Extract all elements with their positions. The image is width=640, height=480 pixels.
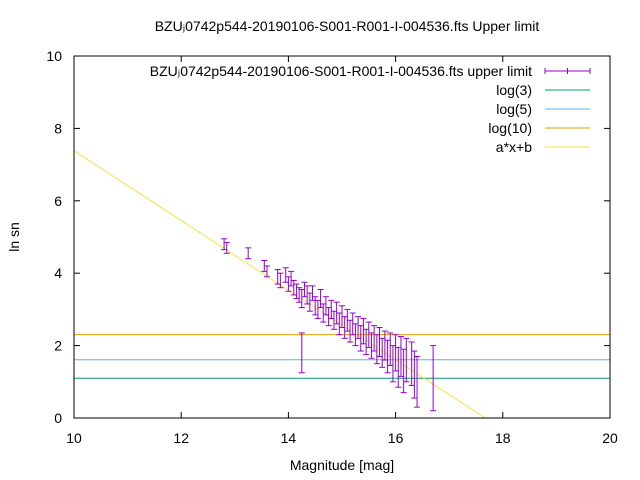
- data-point-27: [330, 310, 337, 330]
- data-point-15: [298, 332, 305, 374]
- data-point-37: [357, 325, 364, 352]
- legend-entry-4: log(10): [488, 120, 590, 136]
- data-point-42: [371, 325, 378, 352]
- axis-ticks: 10 12 14 16 18 20 0 2 4 6 8 10: [46, 48, 618, 446]
- data-point-10: [288, 270, 295, 287]
- data-point-43: [373, 334, 380, 365]
- x-axis-label: Magnitude [mag]: [290, 457, 394, 473]
- x-tick-label-5: 18: [495, 430, 511, 446]
- data-point-21: [314, 299, 321, 319]
- data-point-33: [347, 319, 354, 343]
- data-point-46: [381, 330, 388, 361]
- data-point-31: [341, 316, 348, 339]
- data-point-50: [392, 334, 399, 372]
- data-point-24: [322, 296, 329, 316]
- data-point-54: [403, 337, 410, 383]
- data-point-8: [282, 267, 289, 283]
- y-tick-label-4: 6: [54, 193, 62, 209]
- data-point-47: [384, 339, 391, 374]
- data-point-6: [274, 269, 281, 285]
- legend-label: log(3): [496, 82, 532, 98]
- x-tick-label-2: 12: [173, 430, 189, 446]
- x-tick-label-3: 14: [281, 430, 297, 446]
- legend-entry-5: a*x+b: [496, 139, 590, 155]
- data-point-12: [293, 283, 300, 300]
- data-point-25: [325, 307, 332, 327]
- y-axis-label: ln sn: [6, 222, 22, 252]
- y-tick-label-1: 0: [54, 410, 62, 426]
- data-point-14: [298, 288, 305, 309]
- data-point-36: [355, 316, 362, 339]
- data-point-48: [387, 332, 394, 367]
- data-point-53: [400, 348, 407, 394]
- x-tick-label-1: 10: [66, 430, 82, 446]
- legend-label: a*x+b: [496, 139, 532, 155]
- x-tick-label-6: 20: [602, 430, 618, 446]
- data-point-18: [306, 292, 313, 312]
- y-tick-label-5: 8: [54, 120, 62, 136]
- data-point-52: [397, 336, 404, 377]
- data-point-41: [368, 332, 375, 359]
- data-point-9: [285, 276, 292, 292]
- legend-entry-3: log(5): [496, 101, 590, 117]
- data-point-44: [376, 327, 383, 357]
- data-point-38: [360, 317, 367, 345]
- y-tick-label-2: 2: [54, 338, 62, 354]
- data-point-49: [389, 345, 396, 383]
- data-point-23: [320, 303, 327, 323]
- data-point-2: [223, 241, 230, 254]
- data-point-5: [263, 265, 270, 278]
- legend-label: log(5): [496, 101, 532, 117]
- legend-label: log(10): [488, 120, 532, 136]
- legend-label: BZUⱼ0742p544-20190106-S001-R001-I-004536…: [150, 63, 532, 79]
- legend-entry-1: BZUⱼ0742p544-20190106-S001-R001-I-004536…: [150, 63, 591, 79]
- x-tick-label-4: 16: [388, 430, 404, 446]
- data-point-29: [336, 312, 343, 336]
- data-point-39: [363, 328, 370, 356]
- plot-frame: [73, 55, 611, 419]
- data-point-19: [309, 285, 316, 301]
- data-point-55: [408, 341, 415, 386]
- legend: BZUⱼ0742p544-20190106-S001-R001-I-004536…: [150, 63, 591, 155]
- data-point-26: [328, 299, 335, 319]
- data-point-22: [317, 288, 324, 309]
- plot-area: [73, 150, 610, 419]
- data-point-45: [379, 337, 386, 368]
- data-point-7: [277, 272, 284, 289]
- data-point-56: [411, 350, 418, 399]
- data-point-40: [365, 321, 372, 348]
- data-point-58: [430, 345, 437, 412]
- y-tick-label-6: 10: [46, 48, 62, 64]
- data-point-35: [352, 323, 359, 347]
- data-point-11: [290, 279, 297, 296]
- data-point-16: [301, 281, 308, 298]
- y-tick-label-3: 4: [54, 265, 62, 281]
- data-point-1: [221, 238, 228, 251]
- legend-entry-2: log(3): [496, 82, 590, 98]
- data-point-20: [312, 296, 319, 316]
- data-point-57: [414, 355, 421, 408]
- data-point-51: [395, 346, 402, 388]
- data-point-3: [245, 247, 252, 260]
- chart-title: BZUⱼ0742p544-20190106-S001-R001-I-004536…: [155, 18, 540, 34]
- data-point-17: [304, 285, 311, 305]
- data-point-13: [296, 287, 303, 303]
